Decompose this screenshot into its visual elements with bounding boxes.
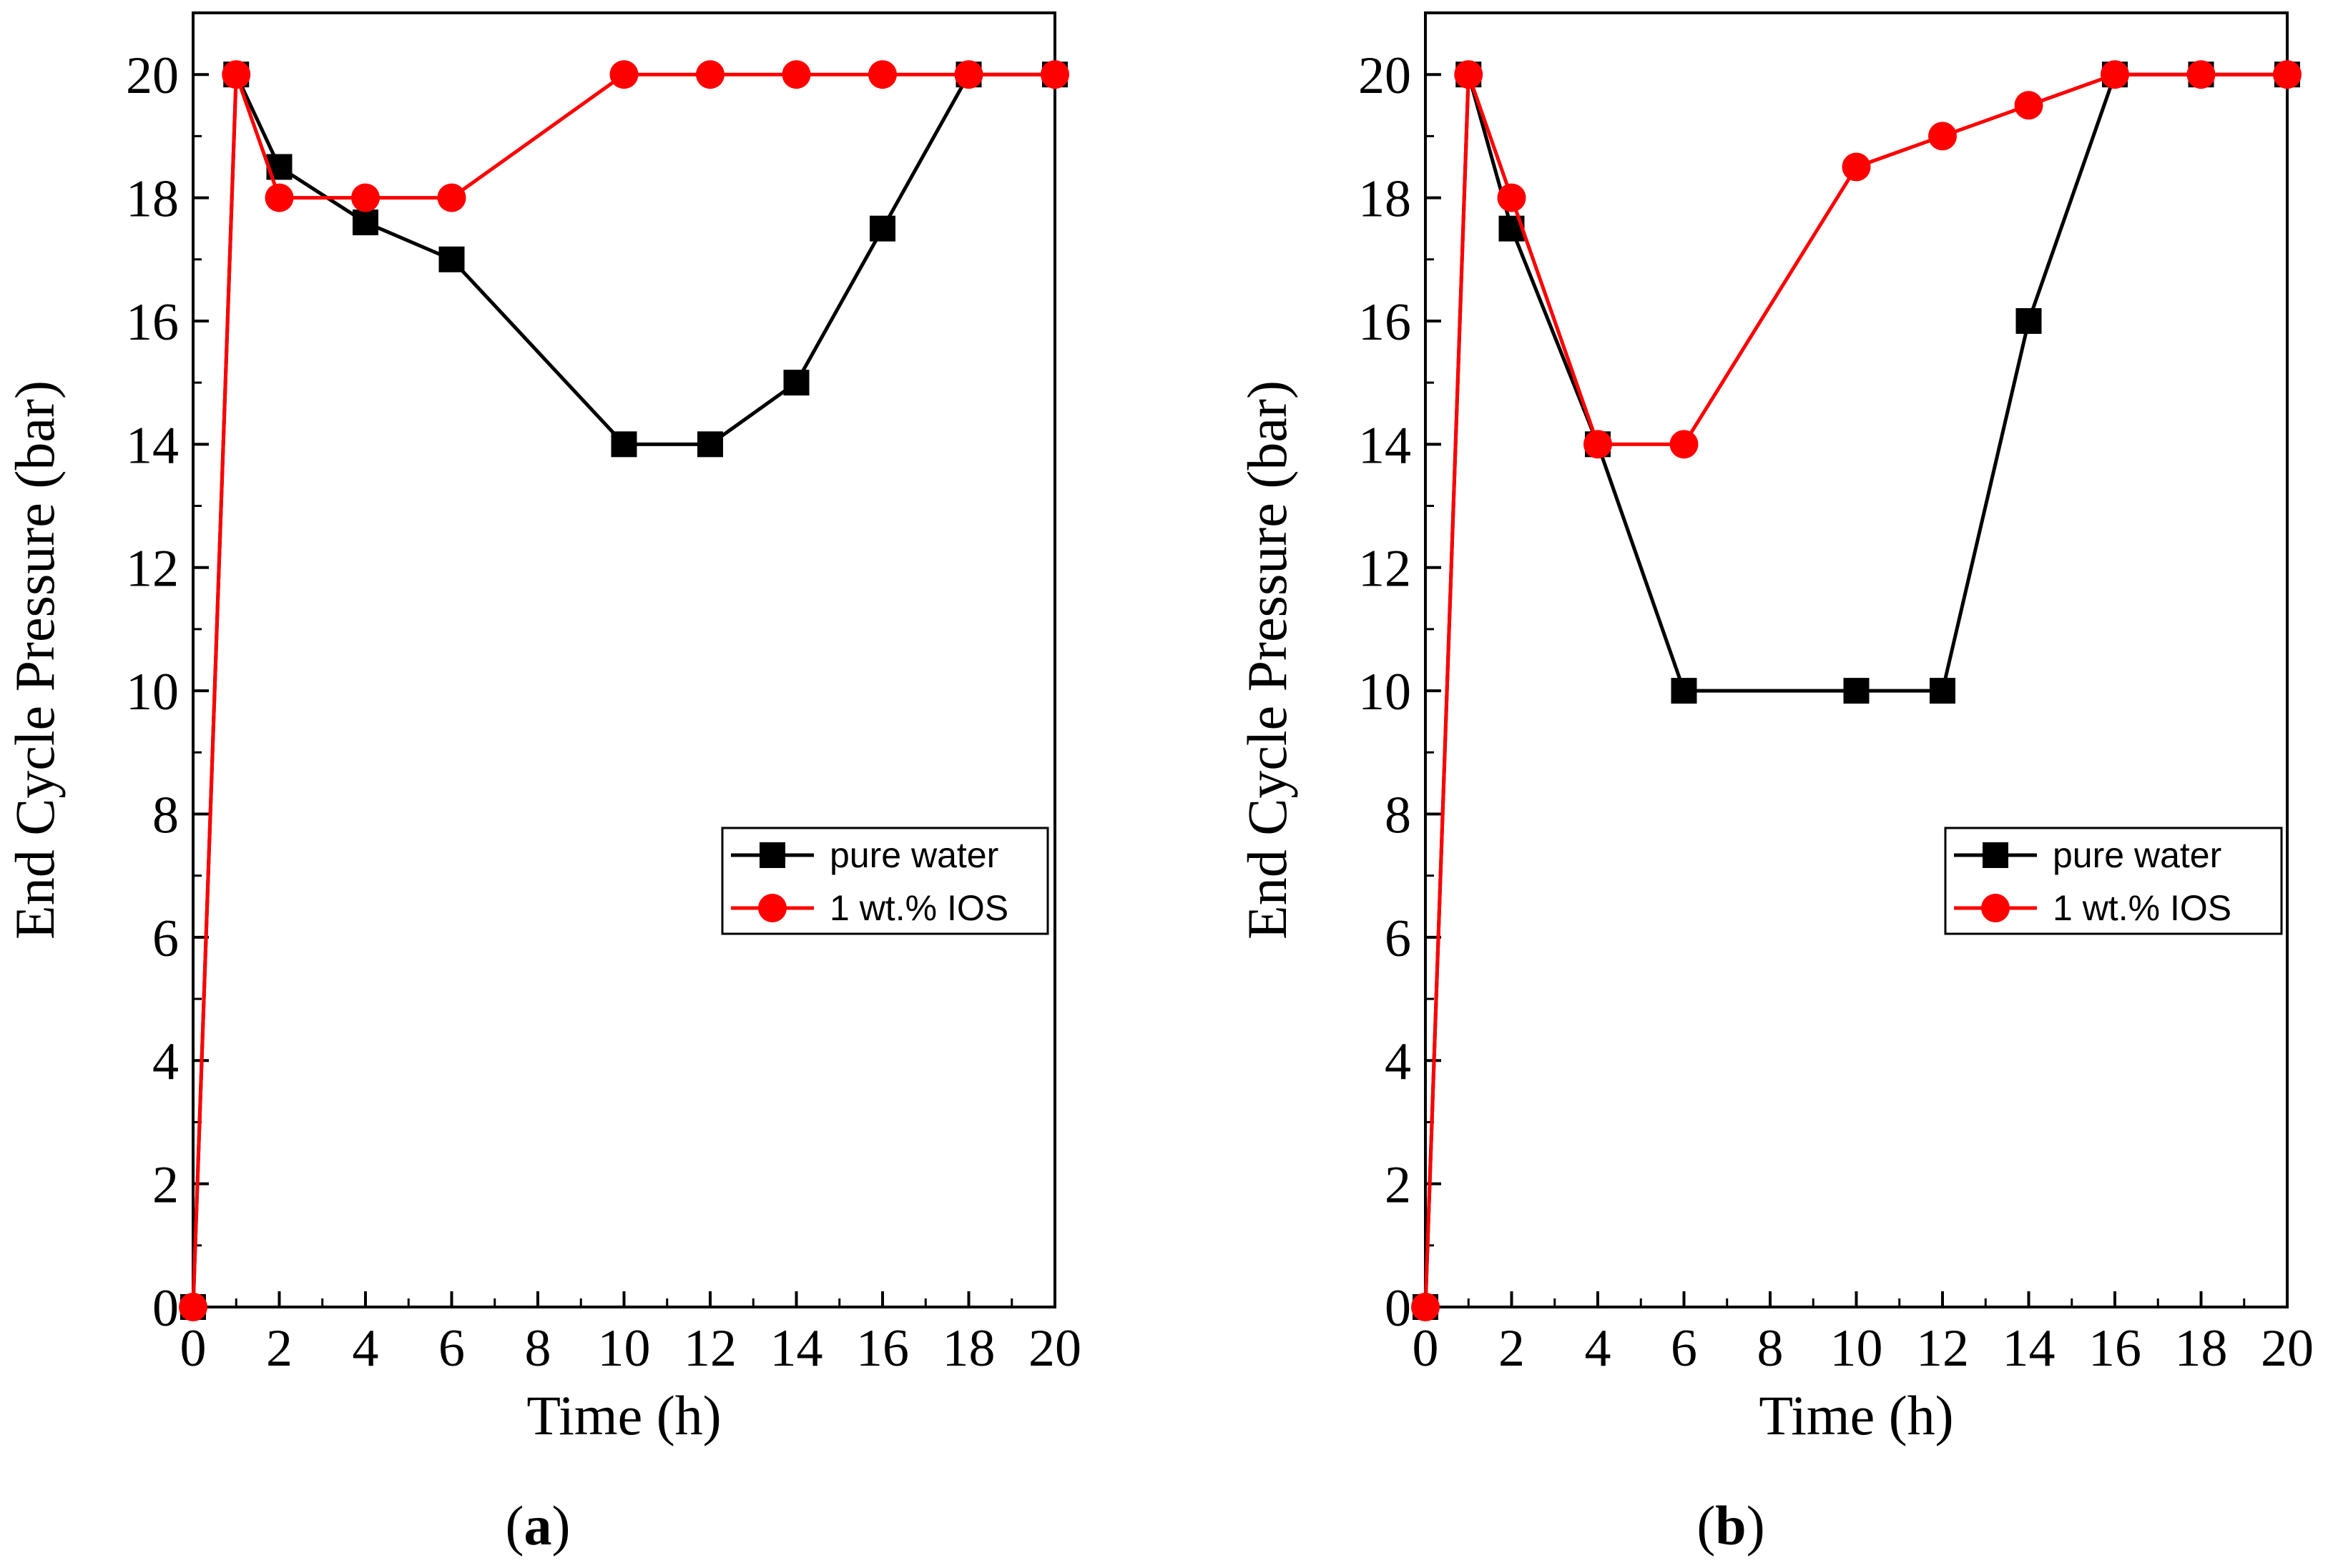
data-point-ios: [696, 60, 725, 89]
y-tick-label: 0: [152, 1279, 179, 1338]
x-tick-label: 16: [856, 1319, 909, 1378]
y-tick-label: 8: [1385, 786, 1411, 844]
data-point-ios: [609, 60, 639, 89]
data-point-ios: [954, 60, 983, 89]
y-tick-label: 14: [126, 416, 179, 475]
data-point-pure-water: [353, 209, 378, 236]
y-tick-label: 12: [1358, 540, 1411, 598]
x-tick-label: 18: [2175, 1319, 2228, 1378]
data-point-ios: [1669, 430, 1699, 459]
legend-label: pure water: [2053, 835, 2221, 875]
x-tick-label: 8: [1757, 1319, 1784, 1378]
x-tick-label: 14: [770, 1319, 823, 1378]
y-tick-label: 2: [1385, 1156, 1411, 1215]
y-tick-label: 20: [126, 46, 179, 105]
data-point-ios: [1041, 60, 1069, 89]
x-tick-label: 12: [684, 1319, 737, 1378]
x-axis-label: Time (h): [1759, 1384, 1953, 1446]
y-tick-label: 4: [1385, 1032, 1411, 1091]
data-point-pure-water: [1671, 678, 1697, 704]
data-point-ios: [351, 183, 380, 212]
data-point-ios: [2101, 60, 2129, 89]
data-point-ios: [2273, 60, 2302, 89]
x-tick-label: 2: [266, 1319, 293, 1378]
data-point-ios: [1928, 122, 1957, 151]
data-point-ios: [1411, 1293, 1440, 1321]
data-point-pure-water: [1930, 678, 1955, 704]
x-tick-label: 18: [943, 1319, 996, 1378]
legend-marker-square: [1983, 842, 2008, 868]
y-tick-label: 0: [1385, 1279, 1411, 1338]
y-axis-label: End Cycle Pressure (bar): [1236, 380, 1298, 940]
legend-marker-circle: [758, 894, 787, 922]
legend-label: pure water: [830, 835, 998, 875]
data-point-ios: [1497, 183, 1526, 212]
y-tick-label: 6: [1385, 909, 1411, 968]
legend-marker-square: [760, 842, 785, 868]
x-tick-label: 6: [438, 1319, 465, 1378]
y-tick-label: 10: [126, 663, 179, 721]
y-tick-label: 20: [1358, 46, 1411, 105]
x-tick-label: 6: [1671, 1319, 1697, 1378]
panel-label: (a): [506, 1494, 571, 1557]
data-point-ios: [2014, 91, 2043, 120]
x-tick-label: 0: [1413, 1319, 1439, 1378]
data-point-pure-water: [1843, 678, 1870, 704]
data-point-pure-water: [783, 370, 810, 396]
y-tick-label: 16: [126, 293, 179, 352]
x-tick-label: 16: [2088, 1319, 2141, 1378]
x-tick-label: 2: [1498, 1319, 1525, 1378]
y-tick-label: 10: [1358, 663, 1411, 721]
data-point-ios: [265, 183, 294, 212]
x-tick-label: 4: [1585, 1319, 1611, 1378]
x-axis-label: Time (h): [526, 1384, 721, 1446]
y-tick-label: 2: [152, 1156, 179, 1215]
y-tick-label: 6: [152, 909, 179, 968]
legend-label: 1 wt.% IOS: [830, 888, 1008, 928]
data-point-ios: [222, 60, 251, 89]
y-tick-label: 8: [152, 786, 179, 844]
data-point-ios: [2186, 60, 2216, 89]
data-point-ios: [1583, 430, 1612, 459]
y-tick-label: 4: [152, 1032, 179, 1091]
data-point-pure-water: [611, 431, 637, 458]
y-tick-label: 14: [1358, 416, 1411, 475]
y-tick-label: 12: [126, 540, 179, 598]
y-tick-label: 16: [1358, 293, 1411, 352]
data-point-pure-water: [870, 215, 895, 242]
data-point-ios: [179, 1293, 207, 1321]
legend-label: 1 wt.% IOS: [2053, 888, 2231, 928]
y-axis-label: End Cycle Pressure (bar): [4, 380, 66, 940]
data-point-pure-water: [697, 431, 723, 458]
y-tick-label: 18: [1358, 170, 1411, 229]
legend: pure water 1 wt.% IOS: [1944, 827, 2283, 935]
panel-label: (b): [1696, 1494, 1764, 1557]
x-tick-label: 20: [1028, 1319, 1081, 1378]
legend: pure water 1 wt.% IOS: [721, 827, 1049, 935]
x-tick-label: 8: [525, 1319, 551, 1378]
x-tick-label: 10: [1830, 1319, 1883, 1378]
x-tick-label: 10: [598, 1319, 651, 1378]
x-tick-label: 0: [180, 1319, 207, 1378]
x-tick-label: 12: [1916, 1319, 1969, 1378]
data-point-ios: [868, 60, 897, 89]
legend-marker-circle: [1981, 894, 2010, 922]
x-tick-label: 14: [2003, 1319, 2056, 1378]
data-point-pure-water: [2015, 307, 2042, 334]
y-tick-label: 18: [126, 170, 179, 229]
data-point-ios: [437, 183, 466, 212]
x-tick-label: 20: [2261, 1319, 2314, 1378]
data-point-ios: [1454, 60, 1483, 89]
data-point-ios: [782, 60, 811, 89]
data-point-pure-water: [438, 246, 465, 272]
data-point-ios: [1842, 152, 1871, 182]
x-tick-label: 4: [353, 1319, 379, 1378]
